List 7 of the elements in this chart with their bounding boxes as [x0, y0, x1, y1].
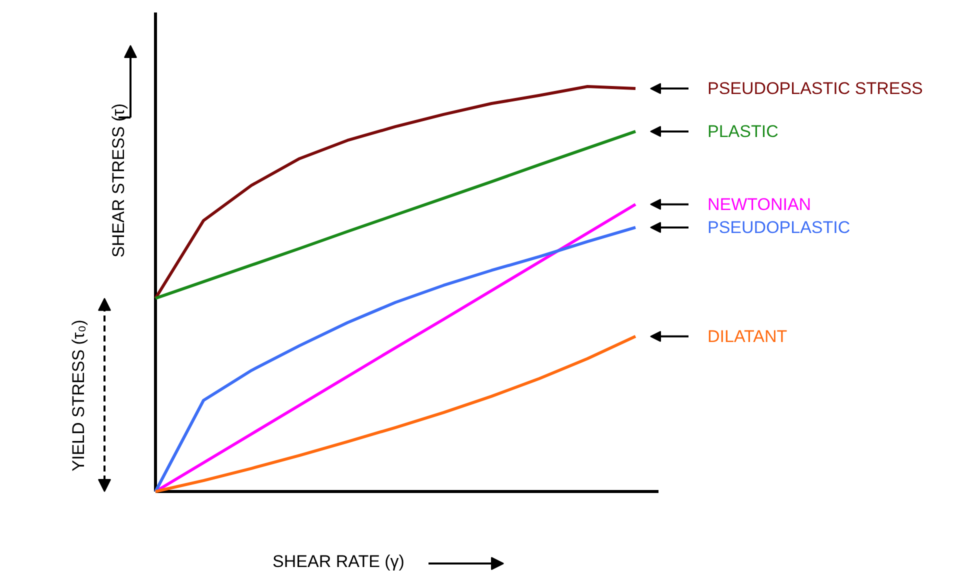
text: YIELD STRESS (τ₀) [69, 320, 88, 472]
text: NEWTONIAN [708, 194, 812, 214]
text: DILATANT [708, 326, 788, 346]
text: PSEUDOPLASTIC [708, 218, 850, 237]
x-axis-title: SHEAR RATE (γ) [272, 552, 404, 571]
text: PSEUDOPLASTIC STRESS [708, 79, 923, 98]
text: PLASTIC [708, 122, 778, 141]
